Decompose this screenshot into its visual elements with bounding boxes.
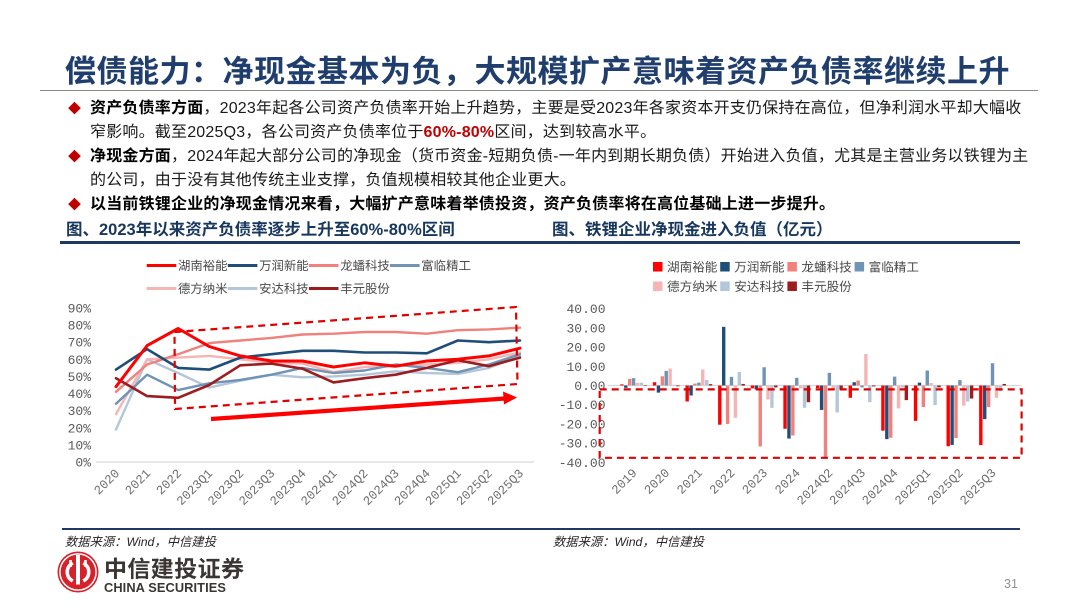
svg-text:2025Q3: 2025Q3	[958, 466, 1000, 508]
svg-text:2023: 2023	[740, 466, 771, 497]
svg-text:丰元股份: 丰元股份	[801, 280, 852, 294]
svg-text:2022: 2022	[707, 466, 738, 497]
svg-text:-40.00: -40.00	[559, 456, 606, 471]
svg-text:安达科技: 安达科技	[734, 280, 785, 294]
svg-text:丰元股份: 丰元股份	[340, 282, 390, 296]
svg-text:2021: 2021	[675, 466, 706, 497]
svg-text:2021: 2021	[123, 467, 154, 498]
svg-text:2019: 2019	[609, 466, 640, 497]
svg-text:20%: 20%	[68, 421, 92, 436]
svg-text:90%: 90%	[68, 302, 92, 317]
svg-text:40.00: 40.00	[566, 302, 605, 317]
svg-text:10%: 10%	[68, 438, 92, 453]
svg-text:富临精工: 富临精工	[421, 259, 471, 273]
svg-text:50%: 50%	[68, 370, 92, 385]
svg-text:龙蟠科技: 龙蟠科技	[340, 259, 390, 273]
svg-text:龙蟠科技: 龙蟠科技	[801, 260, 852, 274]
svg-text:-10.00: -10.00	[559, 398, 606, 413]
svg-text:0%: 0%	[75, 456, 91, 471]
svg-text:-20.00: -20.00	[559, 417, 606, 432]
svg-text:-30.00: -30.00	[559, 437, 606, 452]
svg-text:20.00: 20.00	[566, 341, 605, 356]
svg-text:万润新能: 万润新能	[259, 259, 309, 273]
svg-text:德方纳米: 德方纳米	[667, 280, 718, 294]
svg-text:德方纳米: 德方纳米	[178, 282, 228, 296]
svg-text:安达科技: 安达科技	[259, 282, 309, 296]
svg-text:万润新能: 万润新能	[734, 260, 785, 274]
svg-text:80%: 80%	[68, 319, 92, 334]
svg-text:富临精工: 富临精工	[869, 260, 919, 274]
svg-text:湖南裕能: 湖南裕能	[667, 260, 718, 274]
svg-text:湖南裕能: 湖南裕能	[178, 259, 228, 273]
svg-text:40%: 40%	[68, 387, 92, 402]
svg-text:60%: 60%	[68, 353, 92, 368]
svg-text:0.00: 0.00	[574, 379, 605, 394]
svg-text:10.00: 10.00	[566, 360, 605, 375]
svg-text:30.00: 30.00	[566, 321, 605, 336]
svg-text:70%: 70%	[68, 336, 92, 351]
svg-text:2020: 2020	[92, 467, 123, 498]
svg-text:30%: 30%	[68, 404, 92, 419]
svg-text:2020: 2020	[642, 466, 673, 497]
